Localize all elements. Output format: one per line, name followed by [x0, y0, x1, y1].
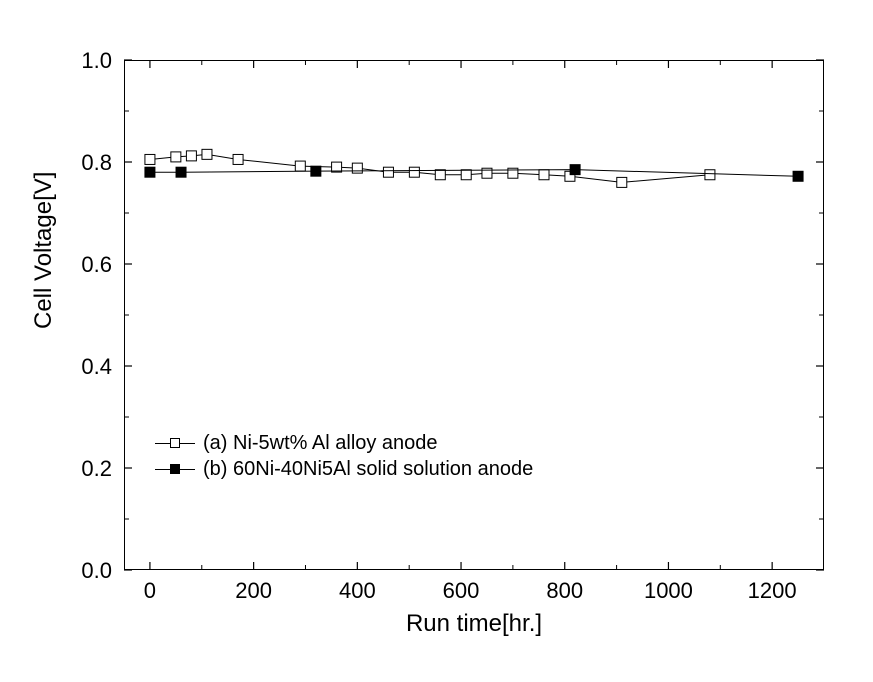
- svg-text:1.0: 1.0: [81, 48, 112, 73]
- legend-label: (a) Ni-5wt% Al alloy anode: [203, 432, 438, 455]
- svg-text:1000: 1000: [644, 578, 693, 603]
- svg-text:800: 800: [546, 578, 583, 603]
- square-open-icon: [170, 438, 180, 448]
- svg-text:0: 0: [144, 578, 156, 603]
- chart-svg: 0 200 400 600 800 1000 1200 0.0 0.2 0.4 0.6 0.8 1.0: [0, 0, 873, 682]
- svg-text:0.0: 0.0: [81, 558, 112, 583]
- legend: (a) Ni-5wt% Al alloy anode (b) 60Ni-40Ni5…: [155, 430, 533, 482]
- svg-text:0.2: 0.2: [81, 456, 112, 481]
- svg-text:1200: 1200: [748, 578, 797, 603]
- y-axis-label: Cell Voltage[V]: [30, 299, 58, 329]
- svg-text:0.4: 0.4: [81, 354, 112, 379]
- legend-line-icon: [155, 443, 195, 444]
- svg-text:0.8: 0.8: [81, 150, 112, 175]
- legend-label: (b) 60Ni-40Ni5Al solid solution anode: [203, 458, 533, 481]
- x-axis-label: Run time[hr.]: [374, 610, 574, 638]
- square-filled-icon: [170, 464, 180, 474]
- svg-text:200: 200: [235, 578, 272, 603]
- legend-line-icon: [155, 469, 195, 470]
- chart-container: 0200400600800100012000.00.20.40.60.81.0 …: [0, 0, 873, 682]
- legend-item: (b) 60Ni-40Ni5Al solid solution anode: [155, 456, 533, 482]
- svg-text:400: 400: [339, 578, 376, 603]
- svg-text:0.6: 0.6: [81, 252, 112, 277]
- legend-item: (a) Ni-5wt% Al alloy anode: [155, 430, 533, 456]
- svg-text:600: 600: [443, 578, 480, 603]
